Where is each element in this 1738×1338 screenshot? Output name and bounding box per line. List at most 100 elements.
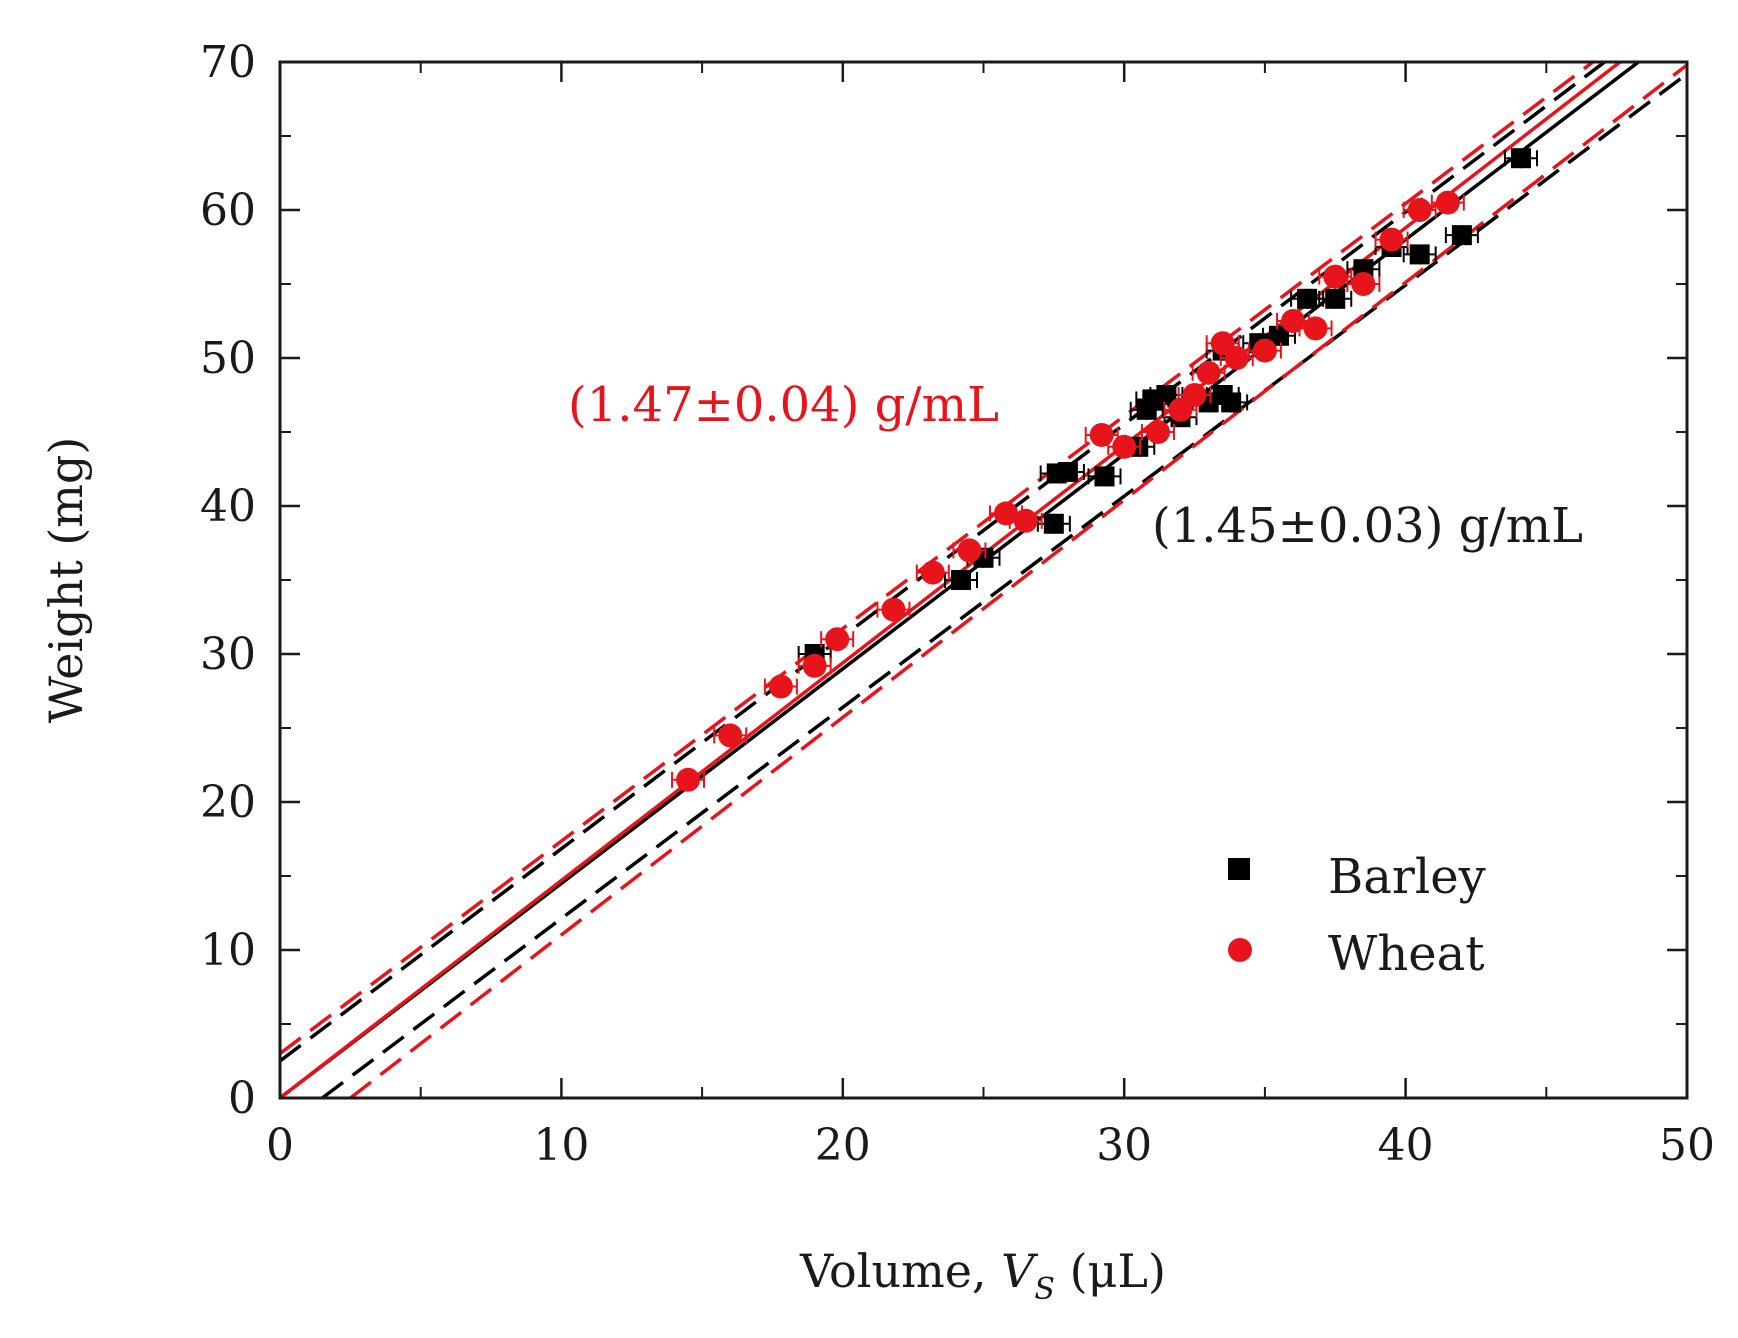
wheat-marker <box>994 501 1019 526</box>
wheat-marker <box>1407 198 1432 222</box>
x-tick-label: 10 <box>533 1120 589 1171</box>
barley-point <box>1402 244 1437 265</box>
data-points <box>671 148 1538 792</box>
wheat-marker <box>1379 227 1404 252</box>
wheat-point <box>989 501 1024 526</box>
x-axis-title-subscript: S <box>1034 1272 1055 1307</box>
barley-marker <box>1156 385 1177 405</box>
wheat-marker <box>802 653 827 678</box>
barley-marker <box>1297 288 1318 309</box>
wheat-point <box>820 627 855 652</box>
wheat-point <box>1008 508 1043 533</box>
y-tick-label: 10 <box>200 925 256 976</box>
legend-marker-barley <box>1228 858 1250 880</box>
fit-line-1 <box>280 62 1608 1063</box>
wheat-marker <box>825 627 850 652</box>
wheat-point <box>797 653 832 678</box>
wheat-point <box>1402 198 1437 222</box>
x-axis-title-variable: V <box>1001 1244 1039 1298</box>
wheat-point <box>1374 227 1409 252</box>
y-tick-label: 40 <box>200 481 256 532</box>
wheat-point <box>1346 272 1381 296</box>
wheat-marker <box>1089 422 1114 447</box>
wheat-marker <box>1196 360 1221 385</box>
barley-point <box>1036 513 1071 534</box>
wheat-point <box>1318 264 1353 289</box>
wheat-point <box>671 767 706 792</box>
barley-marker <box>1094 466 1115 487</box>
wheat-marker <box>1224 346 1249 370</box>
barley-point <box>1087 466 1122 487</box>
barley-marker <box>950 570 971 590</box>
wheat-density-annotation: (1.47±0.04) g/mL <box>568 377 999 433</box>
barley-density-annotation: (1.45±0.03) g/mL <box>1152 498 1583 554</box>
wheat-marker <box>920 560 945 585</box>
legend-label-barley: Barley <box>1328 849 1486 905</box>
barley-point <box>1290 288 1325 309</box>
legend-marker-wheat <box>1228 938 1252 962</box>
wheat-point <box>1107 434 1142 459</box>
x-axis-title-unit: (μL) <box>1055 1244 1166 1298</box>
wheat-marker <box>1112 434 1137 459</box>
wheat-point <box>952 538 987 563</box>
wheat-marker <box>1145 420 1170 444</box>
barley-point <box>1214 392 1249 413</box>
x-tick-label: 30 <box>1096 1120 1152 1171</box>
legend-label-wheat: Wheat <box>1328 926 1485 982</box>
y-tick-label: 70 <box>200 37 256 88</box>
barley-marker <box>1057 461 1078 482</box>
wheat-marker <box>1303 316 1328 341</box>
wheat-point <box>1191 360 1226 385</box>
y-tick-label: 0 <box>228 1073 256 1124</box>
barley-marker <box>1043 513 1064 534</box>
wheat-marker <box>1182 383 1207 407</box>
axis-ticks: 0 10 20 30 40 50 0 10 20 30 40 50 60 70 <box>200 37 1715 1171</box>
wheat-marker <box>881 597 906 622</box>
barley-marker <box>1268 325 1289 346</box>
y-axis-title: Weight (mg) <box>39 437 93 724</box>
barley-marker <box>1221 392 1242 413</box>
barley-marker <box>1510 148 1531 169</box>
wheat-marker <box>1323 264 1348 289</box>
x-tick-label: 50 <box>1659 1120 1715 1171</box>
barley-point <box>1318 288 1353 309</box>
wheat-marker <box>1013 508 1038 533</box>
wheat-point <box>713 723 748 748</box>
wheat-point <box>1219 346 1254 370</box>
barley-marker <box>1451 225 1472 246</box>
x-axis-title-label: Volume, <box>799 1244 1001 1298</box>
y-tick-label: 60 <box>200 185 256 236</box>
wheat-point <box>1177 383 1212 407</box>
barley-point <box>1050 461 1085 482</box>
barley-point <box>1444 225 1479 246</box>
wheat-point <box>915 560 950 585</box>
x-tick-label: 40 <box>1378 1120 1434 1171</box>
fit-line-4 <box>280 62 1596 1055</box>
wheat-marker <box>718 723 743 748</box>
wheat-point <box>1298 316 1333 341</box>
y-tick-label: 20 <box>200 777 256 828</box>
x-tick-label: 0 <box>266 1120 294 1171</box>
barley-marker <box>1409 244 1430 265</box>
y-tick-label: 50 <box>200 333 256 384</box>
wheat-marker <box>1252 338 1277 363</box>
legend: Barley Wheat <box>1228 849 1486 982</box>
wheat-marker <box>676 767 701 792</box>
wheat-point <box>1430 190 1465 215</box>
wheat-marker <box>1351 272 1376 296</box>
wheat-marker <box>1435 190 1460 215</box>
wheat-point <box>876 597 911 622</box>
x-axis-title: Volume, VS (μL) <box>799 1244 1166 1307</box>
wheat-marker <box>957 538 982 563</box>
barley-point <box>1503 148 1538 169</box>
y-tick-label: 30 <box>200 629 256 680</box>
wheat-point <box>763 674 798 699</box>
x-tick-label: 20 <box>815 1120 871 1171</box>
barley-marker <box>1325 288 1346 309</box>
barley-point <box>943 570 978 590</box>
wheat-marker <box>768 674 793 699</box>
wheat-point <box>1140 420 1175 444</box>
wheat-point <box>1247 338 1282 363</box>
